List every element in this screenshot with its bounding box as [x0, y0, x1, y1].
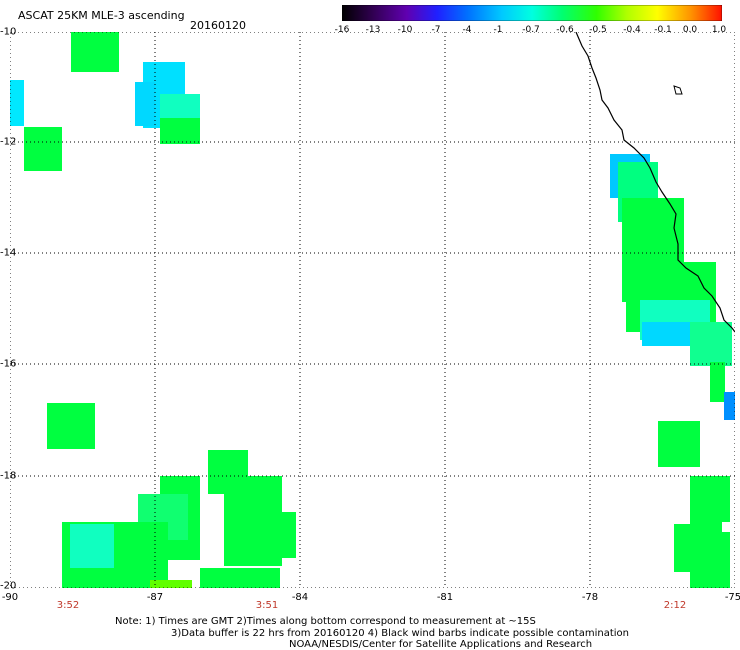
colorbar-label: 1.0	[711, 25, 727, 35]
colorbar-label: -4	[462, 25, 472, 35]
lat-label: -10	[0, 26, 17, 38]
wind-map[interactable]	[10, 32, 735, 588]
wind-data-cells	[10, 32, 735, 588]
lon-label: -90	[1, 592, 19, 603]
colorbar-label: -16	[334, 25, 350, 35]
map-title: ASCAT 25KM MLE-3 ascending	[18, 9, 185, 22]
colorbar-gradient	[342, 5, 722, 21]
colorbar-label: -0.6	[556, 25, 574, 35]
pass-time: 2:12	[663, 600, 687, 611]
lat-label: -12	[0, 136, 17, 148]
colorbar-label: -13	[365, 25, 381, 35]
lat-label: -16	[0, 358, 17, 370]
lat-label: -18	[0, 470, 17, 482]
colorbar-label: -1	[493, 25, 503, 35]
coastline	[575, 32, 735, 333]
note-line-3: NOAA/NESDIS/Center for Satellite Applica…	[289, 639, 593, 650]
colorbar-label: -0.7	[522, 25, 540, 35]
pass-time: 3:52	[56, 600, 80, 611]
colorbar-label: -10	[397, 25, 413, 35]
colorbar-label: -0.4	[623, 25, 641, 35]
lon-label: -87	[146, 592, 164, 603]
note-line-1: Note: 1) Times are GMT 2)Times along bot…	[115, 616, 536, 627]
colorbar-label: 0.0	[682, 25, 698, 35]
colorbar-label: -7	[431, 25, 441, 35]
island	[673, 85, 683, 95]
colorbar-label: -0.5	[589, 25, 607, 35]
note-line-2: 3)Data buffer is 22 hrs from 20160120 4)…	[171, 628, 629, 639]
lon-label: -75	[724, 592, 740, 603]
colorbar	[342, 5, 722, 21]
pass-time: 3:51	[255, 600, 279, 611]
lat-label: -20	[0, 580, 17, 592]
lon-label: -81	[436, 592, 454, 603]
colorbar-label: -0.1	[654, 25, 672, 35]
lon-label: -78	[581, 592, 599, 603]
lat-label: -14	[0, 247, 17, 259]
map-date: 20160120	[190, 19, 246, 32]
lat-lon-grid	[10, 32, 735, 588]
lon-label: -84	[291, 592, 309, 603]
